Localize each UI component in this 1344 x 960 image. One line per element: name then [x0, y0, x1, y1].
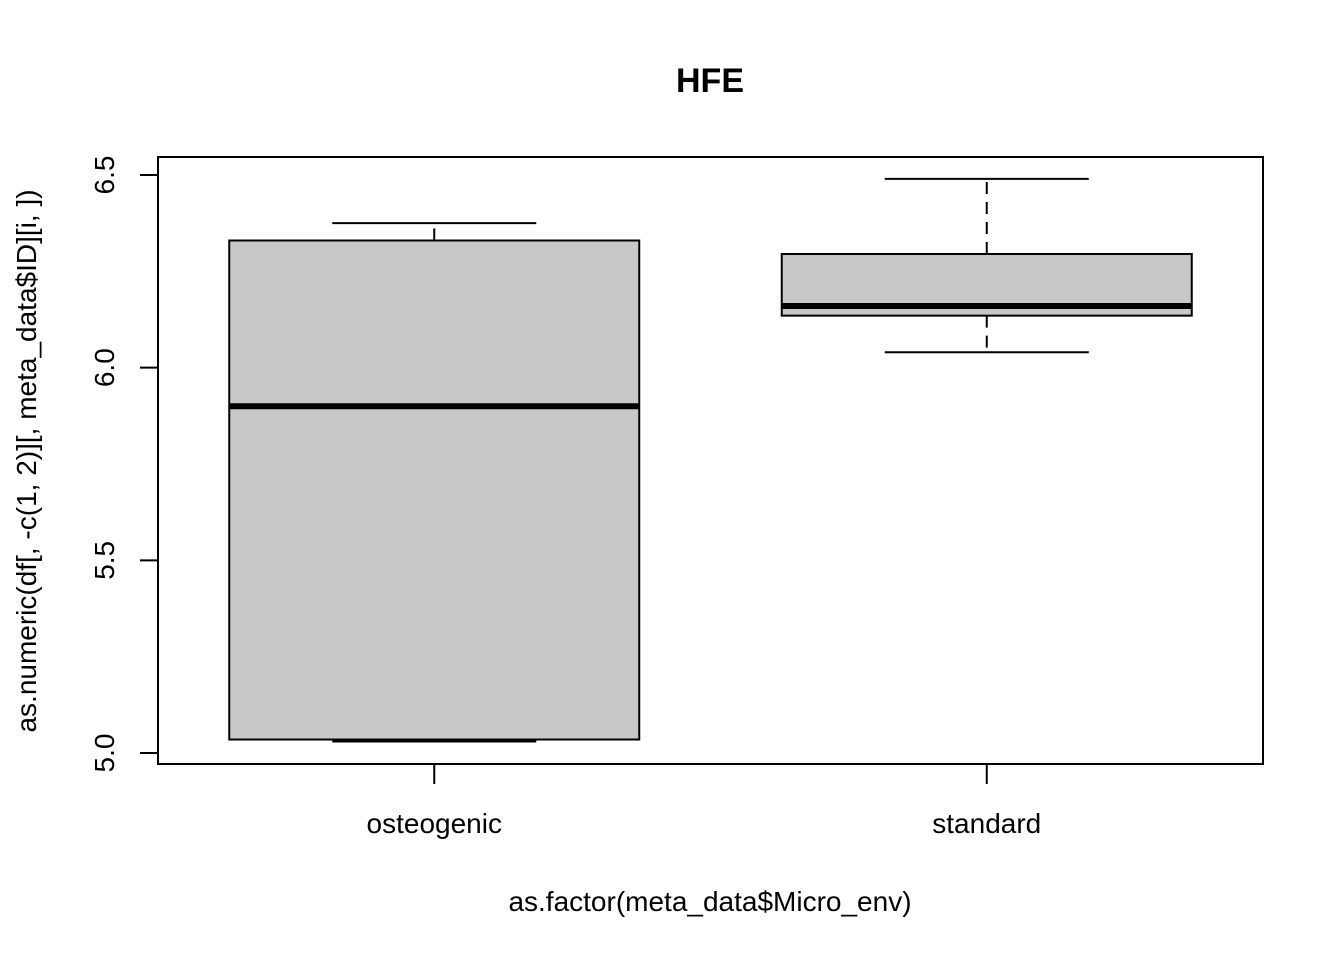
- box-standard: [780, 177, 1193, 354]
- y-axis: 5.0 5.5 6.0 6.5: [89, 156, 159, 773]
- x-axis-label: as.factor(meta_data$Micro_env): [508, 886, 911, 917]
- iqr-box: [228, 239, 641, 741]
- x-axis: osteogenic standard: [367, 763, 1041, 839]
- chart-title: HFE: [676, 62, 744, 100]
- y-tick-label: 5.0: [89, 734, 120, 773]
- boxes: [228, 177, 1193, 743]
- x-tick-label: standard: [932, 808, 1041, 839]
- y-tick-label: 6.5: [89, 156, 120, 195]
- x-tick-label: osteogenic: [367, 808, 502, 839]
- y-axis-label: as.numeric(df[, -c(1, 2)][, meta_data$ID…: [11, 189, 42, 732]
- y-tick-label: 6.0: [89, 348, 120, 387]
- y-tick-label: 5.5: [89, 541, 120, 580]
- box-osteogenic: [228, 222, 641, 743]
